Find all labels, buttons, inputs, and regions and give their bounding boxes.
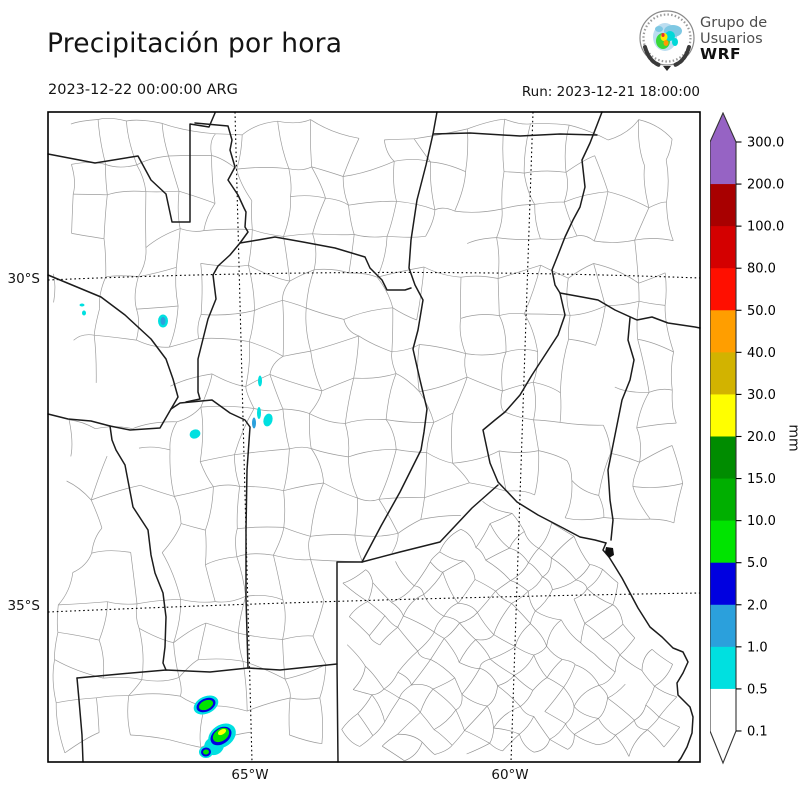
valid-time-label: 2023-12-22 00:00:00 ARG <box>48 82 238 98</box>
colorbar-tick-label: 50.0 <box>747 304 776 319</box>
precip-cell <box>263 413 273 427</box>
colorbar-tick-label: 10.0 <box>747 514 776 529</box>
colorbar-tick-label: 5.0 <box>747 556 768 571</box>
colorbar-tick-label: 0.5 <box>747 682 768 697</box>
colorbar-tick-label: 30.0 <box>747 388 776 403</box>
buenos-aires-city-marker <box>605 547 614 558</box>
logo-line1: Grupo de <box>700 15 768 31</box>
precip-cell <box>160 317 166 325</box>
colorbar-band <box>710 184 736 227</box>
colorbar: 300.0 200.0 100.0 80.0 50.0 40.0 30.0 20.0 15.0 1… <box>710 112 784 765</box>
x-axis-tick-label: 60°W <box>491 767 529 783</box>
colorbar-band <box>710 226 736 269</box>
colorbar-tick-label: 40.0 <box>747 346 776 361</box>
colorbar-tick-label: 80.0 <box>747 262 776 277</box>
colorbar-band <box>710 562 736 606</box>
colorbar-tick-label: 20.0 <box>747 430 776 445</box>
y-axis-tick-label: 35°S <box>7 598 41 614</box>
colorbar-band <box>710 394 736 438</box>
logo-line2: Usuarios <box>700 30 763 47</box>
colorbar-tick-label: 200.0 <box>747 178 784 193</box>
precip-cell <box>258 375 262 387</box>
colorbar-band <box>710 688 736 732</box>
colorbar-unit-label: mm <box>785 424 800 452</box>
province-boundaries <box>47 111 701 763</box>
department-boundaries <box>52 117 684 754</box>
precip-cell <box>189 429 201 439</box>
precip-cell <box>198 699 214 711</box>
colorbar-band <box>710 142 736 185</box>
logo-text: Grupo de Usuarios WRF <box>700 15 768 63</box>
colorbar-band <box>710 310 736 353</box>
colorbar-band <box>710 268 736 311</box>
map-frame <box>47 111 701 763</box>
colorbar-band <box>710 520 736 564</box>
colorbar-tick-label: 15.0 <box>747 472 776 487</box>
colorbar-band <box>710 646 736 690</box>
colorbar-band <box>710 436 736 480</box>
precip-cell <box>257 407 261 419</box>
model-run-label: Run: 2023-12-21 18:00:00 <box>521 84 700 100</box>
colorbar-tick-label: 0.1 <box>747 724 768 739</box>
colorbar-tick-label: 300.0 <box>747 136 784 151</box>
page-title: Precipitación por hora <box>47 28 343 59</box>
precip-cell <box>82 310 86 316</box>
y-axis-tick-label: 30°S <box>7 271 41 287</box>
colorbar-band <box>710 604 736 648</box>
buenos-aires-department-boundaries <box>341 501 680 762</box>
colorbar-tick-label: 2.0 <box>747 598 768 613</box>
logo-rain-map <box>653 23 682 51</box>
x-axis-tick-label: 65°W <box>231 767 269 783</box>
precipitation-cells <box>79 303 273 758</box>
colorbar-tick-label: 100.0 <box>747 220 784 235</box>
precip-cell <box>79 303 85 307</box>
logo-line3: WRF <box>700 45 742 63</box>
precip-cell <box>203 749 209 755</box>
precip-cell <box>252 417 256 429</box>
colorbar-band <box>710 478 736 522</box>
colorbar-tick-label: 1.0 <box>747 640 768 655</box>
precip-cell <box>217 728 227 736</box>
colorbar-band <box>710 352 736 396</box>
wrf-users-group-logo-icon <box>639 10 695 71</box>
